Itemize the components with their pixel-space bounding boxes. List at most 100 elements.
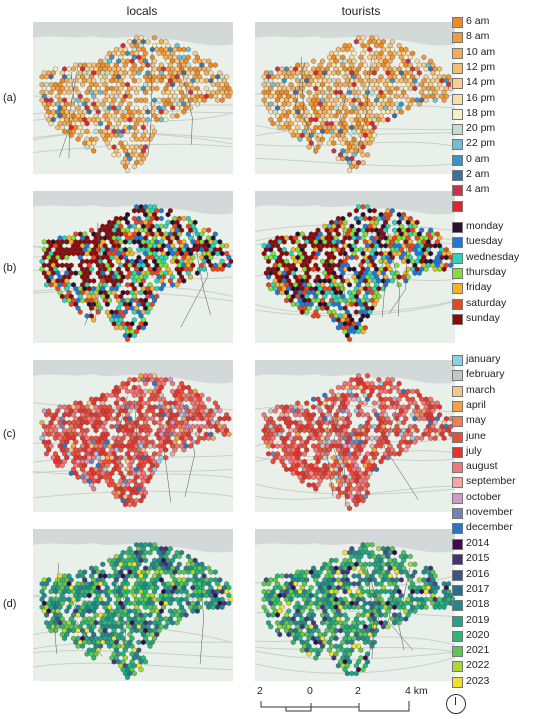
hex-cell (210, 435, 216, 441)
hex-cell (356, 412, 361, 418)
hex-cell (68, 301, 74, 308)
map-hours-tourists (255, 22, 455, 174)
hex-cell (122, 501, 128, 508)
hex-cell (362, 215, 368, 222)
hex-cell (206, 435, 212, 441)
hex-cell (351, 565, 357, 571)
hex-cell (302, 451, 307, 457)
map-canvas (255, 529, 455, 677)
hex-cell (39, 74, 45, 80)
hex-cell (138, 497, 144, 504)
hex-cell (290, 639, 296, 646)
hex-cell (210, 604, 216, 610)
column-title-locals: locals (126, 4, 158, 18)
legend-swatch (452, 237, 463, 249)
hex-cell (122, 116, 128, 123)
hex-cell (396, 282, 402, 288)
hex-cell (145, 478, 151, 484)
hex-cell (392, 113, 398, 119)
hex-cell (174, 105, 180, 111)
hex-cell (331, 148, 337, 154)
hex-cell (98, 120, 103, 127)
district-boundary (199, 575, 204, 665)
hex-cell (149, 270, 155, 276)
hex-cell (340, 155, 346, 162)
hex-cell (358, 647, 364, 653)
hex-cell (392, 404, 398, 410)
hex-cell (152, 396, 157, 402)
hex-cell (50, 101, 56, 107)
hex-cell (419, 588, 425, 595)
hex-cell (138, 97, 144, 103)
hex-cell (398, 569, 404, 575)
hex-cell (353, 309, 359, 315)
hex-cell (226, 415, 232, 422)
hex-cell (441, 266, 447, 272)
hex-cell (154, 285, 160, 292)
legend-swatch (452, 154, 463, 166)
hex-cell (62, 635, 67, 642)
sea-area (33, 360, 233, 384)
hex-cell (145, 62, 151, 68)
hex-cell (360, 612, 366, 618)
hex-cell (437, 266, 443, 272)
hex-cell (349, 254, 355, 261)
hex-cell (401, 419, 407, 426)
hex-cell (340, 140, 346, 146)
hex-cell (109, 415, 115, 422)
hex-cell (311, 266, 316, 272)
hex-cell (181, 447, 187, 453)
hex-cell (351, 581, 357, 587)
hex-cell (77, 309, 83, 315)
hex-cell (277, 631, 283, 638)
hex-cell (118, 447, 124, 453)
map-weekdays-tourists (255, 191, 455, 343)
hex-cell (158, 77, 164, 84)
hex-cell (392, 451, 398, 457)
hex-cell (147, 443, 153, 449)
legend-label: 6 am (466, 15, 490, 27)
hex-cell (136, 70, 142, 76)
hex-cell (351, 128, 357, 135)
sea-area (255, 529, 455, 553)
road-line (255, 124, 455, 135)
hex-cell (401, 258, 407, 265)
hex-cell (338, 250, 343, 257)
hex-cell (297, 412, 303, 418)
hex-cell (416, 101, 422, 107)
hex-cell (365, 313, 370, 319)
hex-cell (387, 419, 393, 426)
hex-cell (199, 415, 205, 422)
road-line (255, 103, 455, 109)
hex-cell (369, 227, 375, 233)
hex-cell (174, 282, 180, 288)
hex-cell (163, 623, 169, 630)
hex-cell (315, 604, 321, 610)
hex-cell (127, 501, 133, 508)
hex-cell (419, 435, 425, 441)
hex-cell (95, 478, 101, 484)
hex-cell (340, 384, 346, 391)
hex-cell (136, 77, 142, 84)
hex-cell (122, 239, 128, 245)
hex-cell (396, 620, 402, 626)
hex-cell (371, 400, 377, 406)
hex-cell (407, 553, 413, 560)
row-label-b: (b) (3, 262, 17, 274)
hex-cell (290, 132, 296, 139)
hex-cell (44, 74, 49, 80)
hex-cell (432, 266, 438, 272)
hex-cell (203, 423, 209, 430)
hex-cell (181, 278, 187, 284)
hex-cell (347, 89, 352, 96)
district-boundary (384, 402, 419, 500)
hex-cell (185, 569, 191, 575)
map-years-tourists (255, 529, 455, 681)
hex-cell (347, 336, 352, 343)
hex-cell (113, 324, 119, 331)
hex-cell (109, 77, 115, 84)
hex-cell (219, 266, 225, 272)
sea-area (255, 360, 455, 384)
hex-cell (432, 435, 438, 441)
hex-cell (131, 670, 137, 677)
